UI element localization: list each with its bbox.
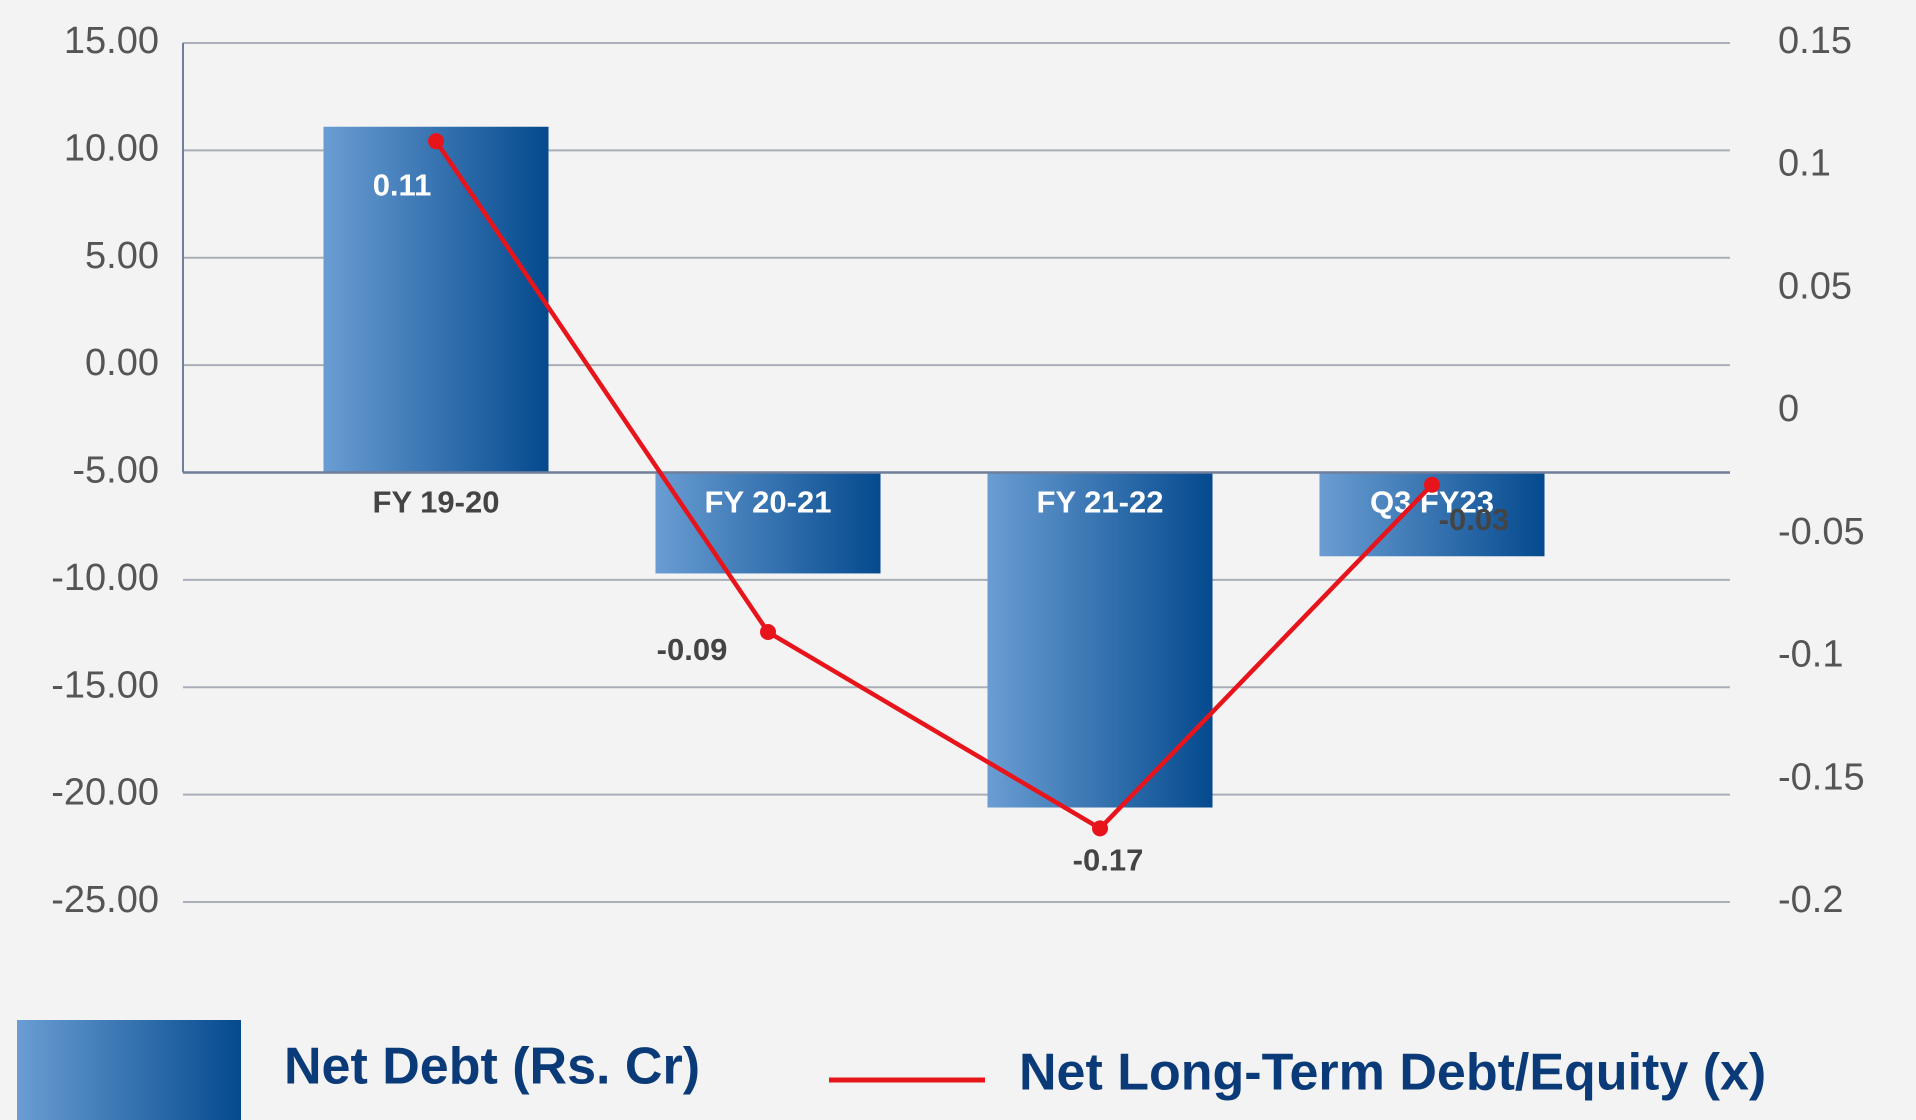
y2-tick-label: -0.2 [1778, 879, 1843, 921]
y-tick-label: 15.00 [64, 20, 159, 62]
y-tick-label: -25.00 [51, 879, 159, 921]
bar [987, 472, 1213, 808]
y2-tick-label: -0.15 [1778, 756, 1865, 798]
x-tick-label: FY 20-21 [705, 485, 832, 520]
bar [323, 126, 549, 473]
x-tick-label: FY 21-22 [1037, 485, 1164, 520]
line-point [428, 133, 444, 150]
y2-tick-label: 0 [1778, 388, 1799, 430]
data-label: -0.17 [1073, 843, 1144, 878]
y2-tick-label: 0.05 [1778, 265, 1852, 307]
y-tick-label: 0.00 [85, 342, 159, 384]
legend-swatch [17, 1020, 241, 1120]
y2-tick-label: -0.1 [1778, 634, 1843, 676]
x-tick-label: FY 19-20 [373, 485, 500, 520]
data-label: -0.03 [1439, 502, 1510, 537]
line-point [760, 624, 776, 641]
y-tick-label: -10.00 [51, 557, 159, 599]
y-tick-label: -5.00 [72, 450, 159, 492]
line-point [1092, 820, 1108, 837]
y-tick-label: -20.00 [51, 772, 159, 814]
y-tick-label: 10.00 [64, 127, 159, 169]
data-label: 0.11 [373, 167, 432, 202]
y-tick-label: 5.00 [85, 235, 159, 277]
data-label: -0.09 [657, 632, 728, 667]
legend-label: Net Long-Term Debt/Equity (x) [1019, 1044, 1766, 1102]
y2-tick-label: -0.05 [1778, 511, 1865, 553]
y2-tick-label: 0.15 [1778, 20, 1852, 62]
y2-tick-label: 0.1 [1778, 143, 1831, 185]
legend-label: Net Debt (Rs. Cr) [284, 1038, 700, 1096]
line-point [1424, 476, 1440, 493]
line [434, 139, 1434, 832]
y-tick-label: -15.00 [51, 664, 159, 706]
